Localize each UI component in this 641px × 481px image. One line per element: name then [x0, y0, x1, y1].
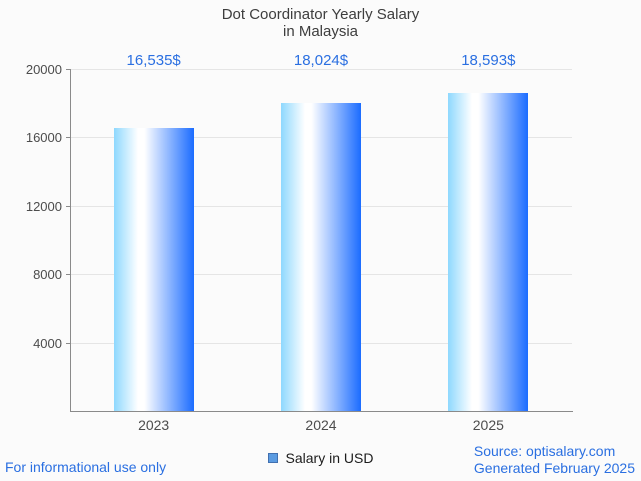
y-axis-tick [66, 274, 70, 276]
x-axis-line [70, 411, 573, 412]
y-axis-label: 4000 [33, 335, 62, 351]
legend-swatch-icon [267, 453, 278, 463]
salary-bar [448, 93, 529, 411]
y-axis-line [70, 69, 71, 411]
disclaimer-text: For informational use only [5, 459, 167, 475]
bar-value-label: 18,593$ [461, 52, 516, 69]
bar-value-label: 16,535$ [126, 52, 181, 69]
source-attribution: Source: optisalary.com Generated Februar… [473, 443, 635, 476]
x-axis-label: 2024 [305, 417, 337, 433]
legend: Salary in USD [0, 450, 641, 466]
y-axis-tick [66, 342, 70, 344]
grid-line [70, 69, 572, 70]
chart-title: Dot Coordinator Yearly Salary in Malaysi… [221, 6, 420, 40]
y-axis-tick [66, 137, 70, 139]
y-axis-tick [66, 205, 70, 207]
x-axis-label: 2025 [472, 417, 504, 433]
y-axis-label: 20000 [25, 62, 62, 77]
y-axis-tick [66, 69, 70, 70]
salary-bar [113, 128, 194, 411]
x-axis-label: 2023 [138, 417, 170, 433]
y-axis-label: 12000 [25, 198, 62, 214]
y-axis-label: 16000 [25, 130, 62, 146]
bar-value-label: 18,024$ [293, 52, 349, 69]
salary-bar [281, 102, 361, 411]
y-axis-label: 8000 [33, 267, 62, 283]
legend-label: Salary in USD [285, 450, 374, 466]
